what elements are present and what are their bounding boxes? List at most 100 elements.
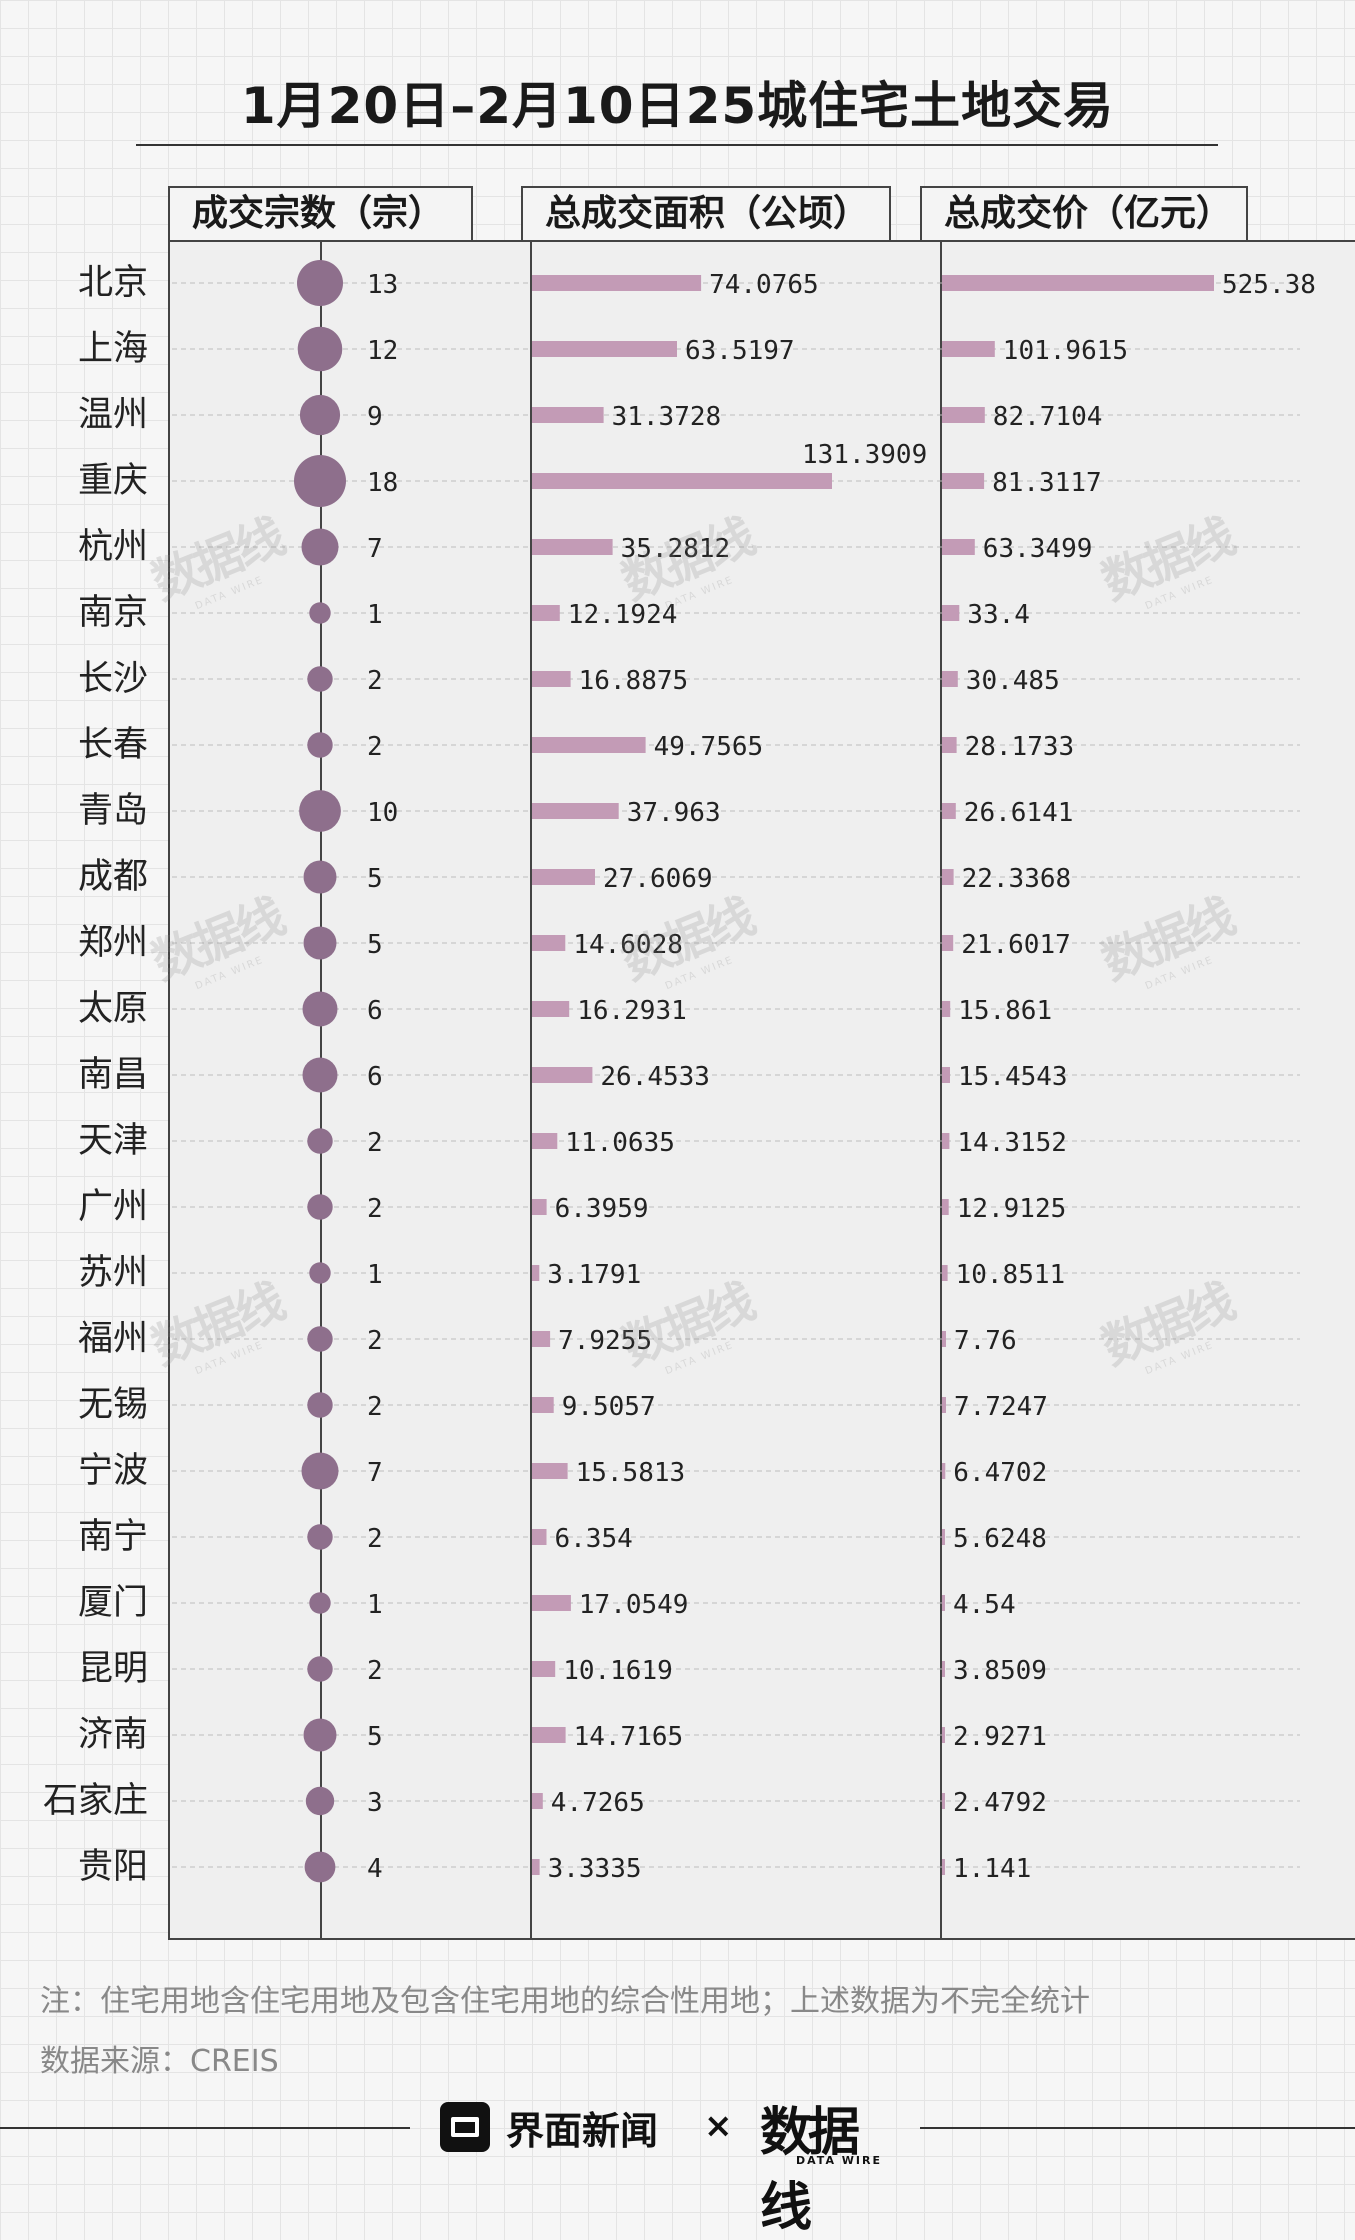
price-bar	[942, 1661, 945, 1677]
area-bar	[532, 407, 604, 423]
price-label: 22.3368	[962, 864, 1072, 894]
price-bar	[942, 935, 954, 951]
city-label: 天津	[77, 1121, 148, 1161]
price-bar	[942, 869, 954, 885]
area-bar	[532, 341, 677, 357]
count-label: 10	[367, 798, 398, 828]
city-label: 贵阳	[77, 1847, 148, 1887]
price-label: 81.3117	[992, 468, 1102, 498]
count-dot	[297, 326, 343, 372]
jiemian-logo: 界面新闻	[440, 2100, 658, 2154]
count-dot	[301, 1452, 339, 1490]
area-bar	[532, 275, 702, 291]
city-label: 福州	[77, 1319, 148, 1359]
area-label: 14.7165	[574, 1722, 684, 1752]
area-label: 6.354	[555, 1524, 633, 1554]
city-label: 太原	[77, 989, 148, 1029]
area-label: 63.5197	[685, 336, 795, 366]
city-label: 南昌	[77, 1055, 148, 1095]
area-bar	[532, 1331, 551, 1347]
area-label: 3.1791	[547, 1260, 641, 1290]
area-bar	[532, 869, 595, 885]
area-label: 131.3909	[802, 440, 927, 470]
count-label: 2	[367, 1128, 383, 1158]
price-bar	[942, 275, 1214, 291]
count-dot	[301, 528, 339, 566]
count-label: 2	[367, 666, 383, 696]
count-dot	[305, 1786, 335, 1816]
count-label: 5	[367, 930, 383, 960]
city-label: 南宁	[77, 1517, 148, 1557]
area-label: 3.3335	[548, 1854, 642, 1884]
count-label: 2	[367, 1392, 383, 1422]
count-dot	[307, 1326, 333, 1352]
price-bar	[942, 1529, 945, 1545]
price-label: 14.3152	[957, 1128, 1067, 1158]
price-bar	[942, 473, 985, 489]
count-label: 12	[367, 336, 398, 366]
collab-times: ×	[704, 2106, 733, 2146]
price-bar	[942, 407, 985, 423]
header-price: 总成交价（亿元）	[920, 186, 1248, 240]
count-dot	[307, 1524, 333, 1550]
datawire-sub: DATA WIRE	[796, 2154, 882, 2167]
city-label: 成都	[77, 857, 148, 897]
count-dot	[304, 1851, 336, 1883]
count-dot	[297, 260, 343, 306]
area-label: 6.3959	[555, 1194, 649, 1224]
footer-divider-right	[920, 2127, 1355, 2129]
price-bar	[942, 605, 960, 621]
count-label: 18	[367, 468, 398, 498]
price-label: 30.485	[966, 666, 1060, 696]
count-label: 13	[367, 270, 398, 300]
count-dot	[294, 455, 346, 507]
price-bar	[942, 341, 995, 357]
area-label: 31.3728	[612, 402, 722, 432]
area-bar	[532, 1529, 547, 1545]
city-label: 长沙	[77, 659, 148, 699]
price-bar	[942, 1397, 946, 1413]
city-label: 厦门	[77, 1583, 148, 1623]
area-label: 74.0765	[709, 270, 819, 300]
count-dot	[307, 732, 333, 758]
area-axis-line	[530, 240, 532, 1940]
city-label: 长春	[77, 725, 148, 765]
area-bar	[532, 1133, 558, 1149]
price-label: 2.4792	[953, 1788, 1047, 1818]
area-label: 14.6028	[573, 930, 683, 960]
city-label: 济南	[77, 1715, 148, 1755]
count-label: 2	[367, 1524, 383, 1554]
city-label: 苏州	[77, 1253, 148, 1293]
area-bar	[532, 1265, 540, 1281]
area-label: 15.5813	[576, 1458, 686, 1488]
area-label: 49.7565	[654, 732, 764, 762]
area-bar	[532, 605, 560, 621]
datawire-logo: 数据线 DATA WIRE	[760, 2090, 900, 2238]
area-bar	[532, 935, 566, 951]
price-label: 82.7104	[993, 402, 1103, 432]
price-bar	[942, 1067, 950, 1083]
jiemian-brand-name: 界面新闻	[506, 2108, 659, 2153]
count-dot	[303, 926, 337, 960]
count-label: 1	[367, 1260, 383, 1290]
city-label: 石家庄	[42, 1781, 148, 1821]
area-bar	[532, 1397, 554, 1413]
area-bar	[532, 1661, 556, 1677]
count-dot	[307, 1128, 333, 1154]
area-label: 37.963	[627, 798, 721, 828]
count-label: 2	[367, 1656, 383, 1686]
price-label: 7.76	[954, 1326, 1017, 1356]
price-bar	[942, 737, 957, 753]
city-label: 南京	[77, 593, 148, 633]
area-label: 12.1924	[568, 600, 678, 630]
count-label: 7	[367, 1458, 383, 1488]
price-bar	[942, 1793, 945, 1809]
price-label: 26.6141	[964, 798, 1074, 828]
count-label: 2	[367, 1194, 383, 1224]
price-bar	[942, 1331, 946, 1347]
count-dot	[307, 666, 333, 692]
city-label: 北京	[77, 263, 148, 303]
title-divider	[136, 144, 1218, 146]
price-label: 33.4	[967, 600, 1030, 630]
area-bar	[532, 1001, 570, 1017]
